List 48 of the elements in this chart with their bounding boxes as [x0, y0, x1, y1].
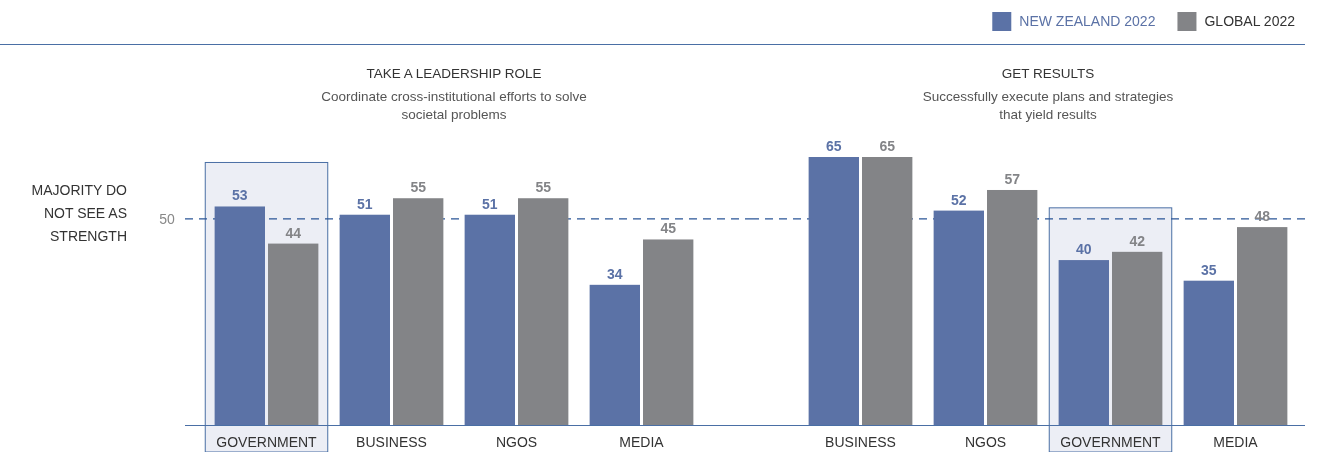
chart-title: TAKE A LEADERSHIP ROLE	[366, 66, 542, 81]
x-tick-label: GOVERNMENT	[216, 434, 318, 450]
data-label: 35	[1201, 261, 1217, 278]
x-tick-label: MEDIA	[1213, 434, 1259, 450]
bar	[589, 284, 640, 425]
bar	[987, 189, 1038, 425]
data-label: 52	[951, 191, 967, 208]
bar	[933, 210, 984, 425]
x-tick-label: BUSINESS	[825, 434, 896, 450]
x-tick-label: MEDIA	[619, 434, 665, 450]
chart-subtitle: Coordinate cross-institutional efforts to solve societal problems	[321, 89, 587, 122]
bar	[1237, 227, 1288, 425]
bar	[464, 214, 515, 425]
data-label: 48	[1254, 208, 1271, 225]
bar	[1183, 280, 1234, 425]
bar	[268, 243, 319, 425]
data-label: 51	[357, 195, 373, 212]
bar	[339, 214, 390, 425]
bar	[808, 157, 859, 425]
bar	[393, 198, 444, 425]
bar	[643, 239, 694, 425]
data-label: 53	[232, 187, 248, 204]
x-tick-label: BUSINESS	[356, 434, 427, 450]
bar	[214, 206, 265, 425]
data-label: 42	[1129, 232, 1146, 249]
chart-title: GET RESULTS	[1001, 66, 1095, 81]
legend-label: GLOBAL 2022	[1204, 13, 1296, 29]
x-tick-label: NGOS	[964, 434, 1007, 450]
data-label: 34	[607, 265, 623, 282]
data-label: 40	[1076, 241, 1092, 258]
data-label: 55	[410, 179, 427, 196]
data-label: 55	[535, 179, 552, 196]
data-label: 44	[285, 224, 302, 241]
data-label: 57	[1004, 170, 1021, 187]
bar	[1058, 260, 1109, 425]
bar	[862, 157, 913, 425]
data-label: 51	[482, 195, 498, 212]
x-tick-label: NGOS	[495, 434, 538, 450]
ref-line-label: 50	[159, 210, 175, 227]
chart-subtitle: Successfully execute plans and strategies that yield results	[922, 89, 1174, 122]
x-tick-label: GOVERNMENT	[1060, 434, 1162, 450]
bar	[1112, 251, 1163, 425]
data-label: 45	[660, 220, 677, 237]
legend-label: NEW ZEALAND 2022	[1019, 13, 1156, 29]
text: MAJORITY DO NOT SEE AS STRENGTH	[31, 181, 128, 244]
data-label: 65	[879, 138, 896, 154]
data-label: 65	[826, 138, 842, 154]
bar	[518, 198, 569, 425]
